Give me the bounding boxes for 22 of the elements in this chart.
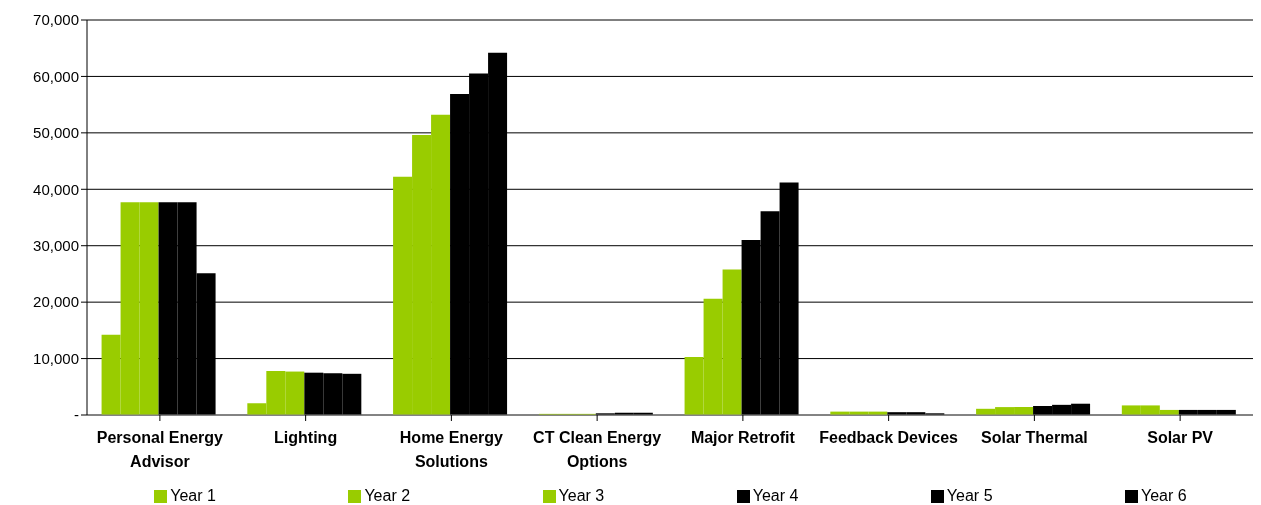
y-tick-label: 70,000 bbox=[33, 11, 79, 29]
x-tick-label: Solar Thermal bbox=[981, 429, 1088, 446]
y-tick-label: 50,000 bbox=[33, 124, 79, 142]
x-tick-label: Personal Energy Advisor bbox=[96, 429, 224, 470]
y-tick-label: 20,000 bbox=[33, 293, 79, 311]
y-tick-label: 30,000 bbox=[33, 237, 79, 255]
y-tick-label: 60,000 bbox=[33, 67, 79, 85]
y-tick-label: - bbox=[74, 406, 79, 424]
legend-label: Year 6 bbox=[1141, 487, 1187, 505]
x-tick-label: Feedback Devices bbox=[819, 429, 959, 446]
y-tick-label: 40,000 bbox=[33, 180, 79, 198]
legend-label: Year 5 bbox=[946, 487, 993, 505]
y-tick-label: 10,000 bbox=[33, 349, 79, 367]
x-tick-label: Major Retrofit bbox=[690, 429, 796, 446]
x-tick-label: Home Energy Solutions bbox=[399, 429, 504, 470]
x-tick-label: Lighting bbox=[274, 429, 338, 446]
legend-label: Year 2 bbox=[364, 487, 411, 505]
legend-label: Year 3 bbox=[558, 487, 605, 505]
legend-label: Year 4 bbox=[752, 487, 799, 505]
x-tick-label: CT Clean Energy Options bbox=[533, 429, 662, 470]
x-tick-label: Solar PV bbox=[1147, 429, 1214, 446]
legend-label: Year 1 bbox=[170, 487, 216, 505]
